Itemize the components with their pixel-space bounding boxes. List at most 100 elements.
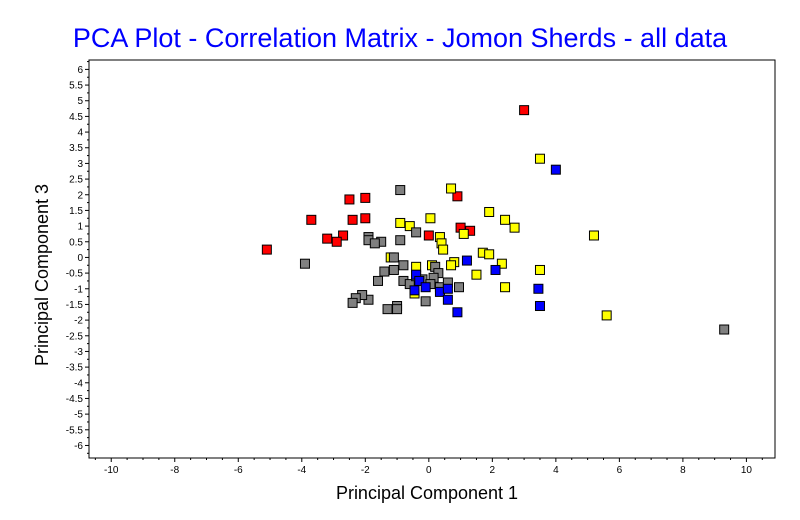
x-tick-label: -10 (104, 465, 119, 476)
marker-blue (420, 282, 431, 293)
x-tick-label: 0 (426, 465, 432, 476)
marker-yellow (484, 206, 495, 217)
x-tick-label: 10 (741, 465, 753, 476)
marker-gray (388, 252, 399, 263)
y-tick-label: -2.5 (66, 331, 84, 342)
marker-red (306, 214, 317, 225)
marker-yellow (446, 260, 457, 271)
x-tick-label: 8 (680, 465, 686, 476)
y-tick-label: -5 (74, 410, 83, 421)
y-tick-label: -3 (74, 347, 83, 358)
marker-yellow (534, 153, 545, 164)
marker-red (261, 244, 272, 255)
marker-red (360, 213, 371, 224)
marker-red (519, 105, 530, 116)
y-axis-label: Principal Component 3 (32, 184, 52, 366)
marker-yellow (496, 258, 507, 269)
marker-yellow (425, 213, 436, 224)
x-tick-label: 6 (617, 465, 623, 476)
marker-yellow (500, 214, 511, 225)
y-tick-label: 2 (77, 190, 83, 201)
y-tick-label: 4.5 (69, 112, 83, 123)
y-tick-label: 3 (77, 159, 83, 170)
marker-yellow (534, 264, 545, 275)
marker-red (338, 230, 349, 241)
y-tick-label: 3.5 (69, 143, 83, 154)
marker-gray (382, 304, 393, 315)
y-tick-label: 5 (77, 96, 83, 107)
marker-red (331, 236, 342, 247)
chart-title: PCA Plot - Correlation Matrix - Jomon Sh… (73, 23, 728, 53)
marker-blue (533, 283, 544, 294)
marker-yellow (484, 249, 495, 260)
marker-yellow (395, 217, 406, 228)
marker-blue (442, 283, 453, 294)
marker-gray (373, 275, 384, 286)
marker-yellow (509, 222, 520, 233)
marker-yellow (404, 221, 415, 232)
marker-blue (534, 301, 545, 312)
marker-gray (379, 266, 390, 277)
y-tick-label: -4 (74, 378, 83, 389)
marker-gray (398, 260, 409, 271)
y-tick-label: -5.5 (66, 425, 84, 436)
scatter-markers (261, 105, 730, 335)
marker-blue (461, 255, 472, 266)
marker-gray (395, 235, 406, 246)
y-tick-label: 4 (77, 128, 83, 139)
marker-yellow (588, 230, 599, 241)
marker-blue (452, 307, 463, 318)
marker-blue (490, 264, 501, 275)
y-tick-label: 5.5 (69, 81, 83, 92)
plot-area (88, 59, 776, 459)
marker-red (347, 214, 358, 225)
y-tick-label: 1 (77, 222, 83, 233)
x-tick-label: -6 (234, 465, 243, 476)
marker-yellow (438, 244, 449, 255)
y-tick-label: 0 (77, 253, 83, 264)
x-axis-label: Principal Component 1 (336, 483, 518, 503)
x-tick-label: -2 (361, 465, 370, 476)
y-tick-label: -0.5 (66, 269, 84, 280)
marker-gray (420, 296, 431, 307)
marker-gray (453, 282, 464, 293)
marker-yellow (471, 269, 482, 280)
marker-gray (411, 227, 422, 238)
marker-yellow (446, 183, 457, 194)
x-tick-label: -4 (297, 465, 306, 476)
y-tick-label: -2 (74, 316, 83, 327)
y-tick-label: -1.5 (66, 300, 84, 311)
marker-gray (392, 304, 403, 315)
marker-red (344, 194, 355, 205)
y-tick-label: -1 (74, 284, 83, 295)
marker-red (360, 192, 371, 203)
marker-gray (719, 324, 730, 335)
y-tick-label: 0.5 (69, 237, 83, 248)
y-tick-label: 1.5 (69, 206, 83, 217)
marker-red (322, 233, 333, 244)
y-tick-label: -3.5 (66, 363, 84, 374)
marker-yellow (458, 228, 469, 239)
x-tick-label: 2 (490, 465, 496, 476)
marker-gray (347, 297, 358, 308)
x-tick-label: -8 (170, 465, 179, 476)
marker-blue (442, 294, 453, 305)
marker-yellow (601, 310, 612, 321)
marker-gray (395, 185, 406, 196)
x-axis-ticks: -10 -8 -6 -4 -2 0 2 4 6 8 10 (94, 458, 763, 476)
marker-red (452, 191, 463, 202)
y-axis-ticks: -6 -5.5 -5 -4.5 -4 -3.5 -3 -2.5 -2 -1.5 -1 -0.5 0 0.5… (66, 61, 89, 454)
y-tick-label: -6 (74, 441, 83, 452)
marker-gray (369, 238, 380, 249)
y-tick-label: -4.5 (66, 394, 84, 405)
x-tick-label: 4 (553, 465, 559, 476)
y-tick-label: 2.5 (69, 175, 83, 186)
marker-blue (550, 164, 561, 175)
marker-gray (299, 258, 310, 269)
marker-red (423, 230, 434, 241)
marker-yellow (500, 282, 511, 293)
marker-gray (388, 264, 399, 275)
marker-blue (409, 285, 420, 296)
y-tick-label: 6 (77, 65, 83, 76)
